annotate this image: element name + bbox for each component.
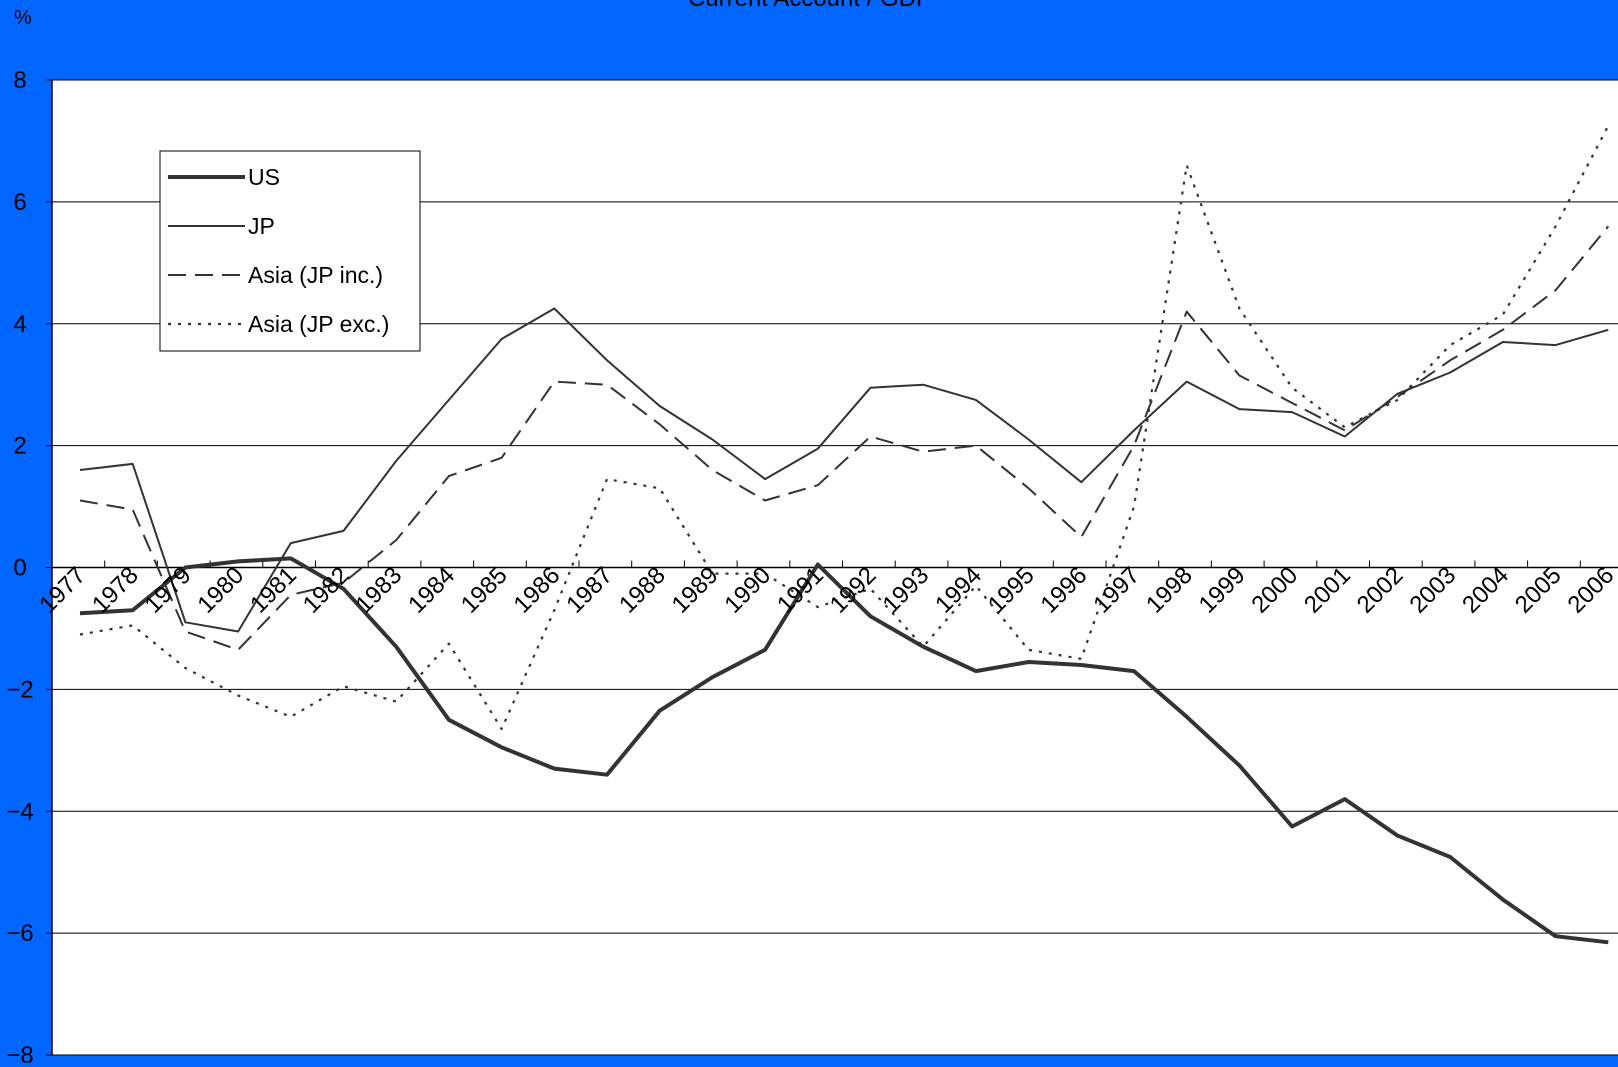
y-tick-label: −8 <box>6 1042 33 1067</box>
legend-label: JP <box>248 213 275 239</box>
series-line-jp <box>79 307 1609 633</box>
y-axis-unit-label: % <box>14 7 32 29</box>
chart-title: Current Account / GDP <box>688 0 932 12</box>
y-tick-label: 6 <box>13 189 26 216</box>
y-tick-label: −2 <box>6 676 33 703</box>
y-tick-label: 2 <box>13 433 26 460</box>
y-tick-label: 0 <box>13 555 26 582</box>
y-tick-labels: −8 −6 −4 −2 0 2 4 6 8 <box>6 67 33 1067</box>
y-tick-label: −6 <box>6 920 33 947</box>
y-tick-label: −4 <box>6 798 33 825</box>
legend: US JP Asia (JP inc.) Asia (JP exc.) <box>159 150 421 352</box>
legend-label: US <box>248 164 280 190</box>
y-tick-label: 4 <box>13 311 26 338</box>
y-tick-label: 8 <box>13 67 26 94</box>
grid-lines <box>52 79 1618 1056</box>
axes <box>46 79 1618 1056</box>
legend-box <box>159 150 421 352</box>
legend-label: Asia (JP exc.) <box>248 311 389 337</box>
legend-label: Asia (JP inc.) <box>248 262 383 288</box>
series-lines <box>79 125 1610 945</box>
series-line-us <box>79 556 1609 945</box>
